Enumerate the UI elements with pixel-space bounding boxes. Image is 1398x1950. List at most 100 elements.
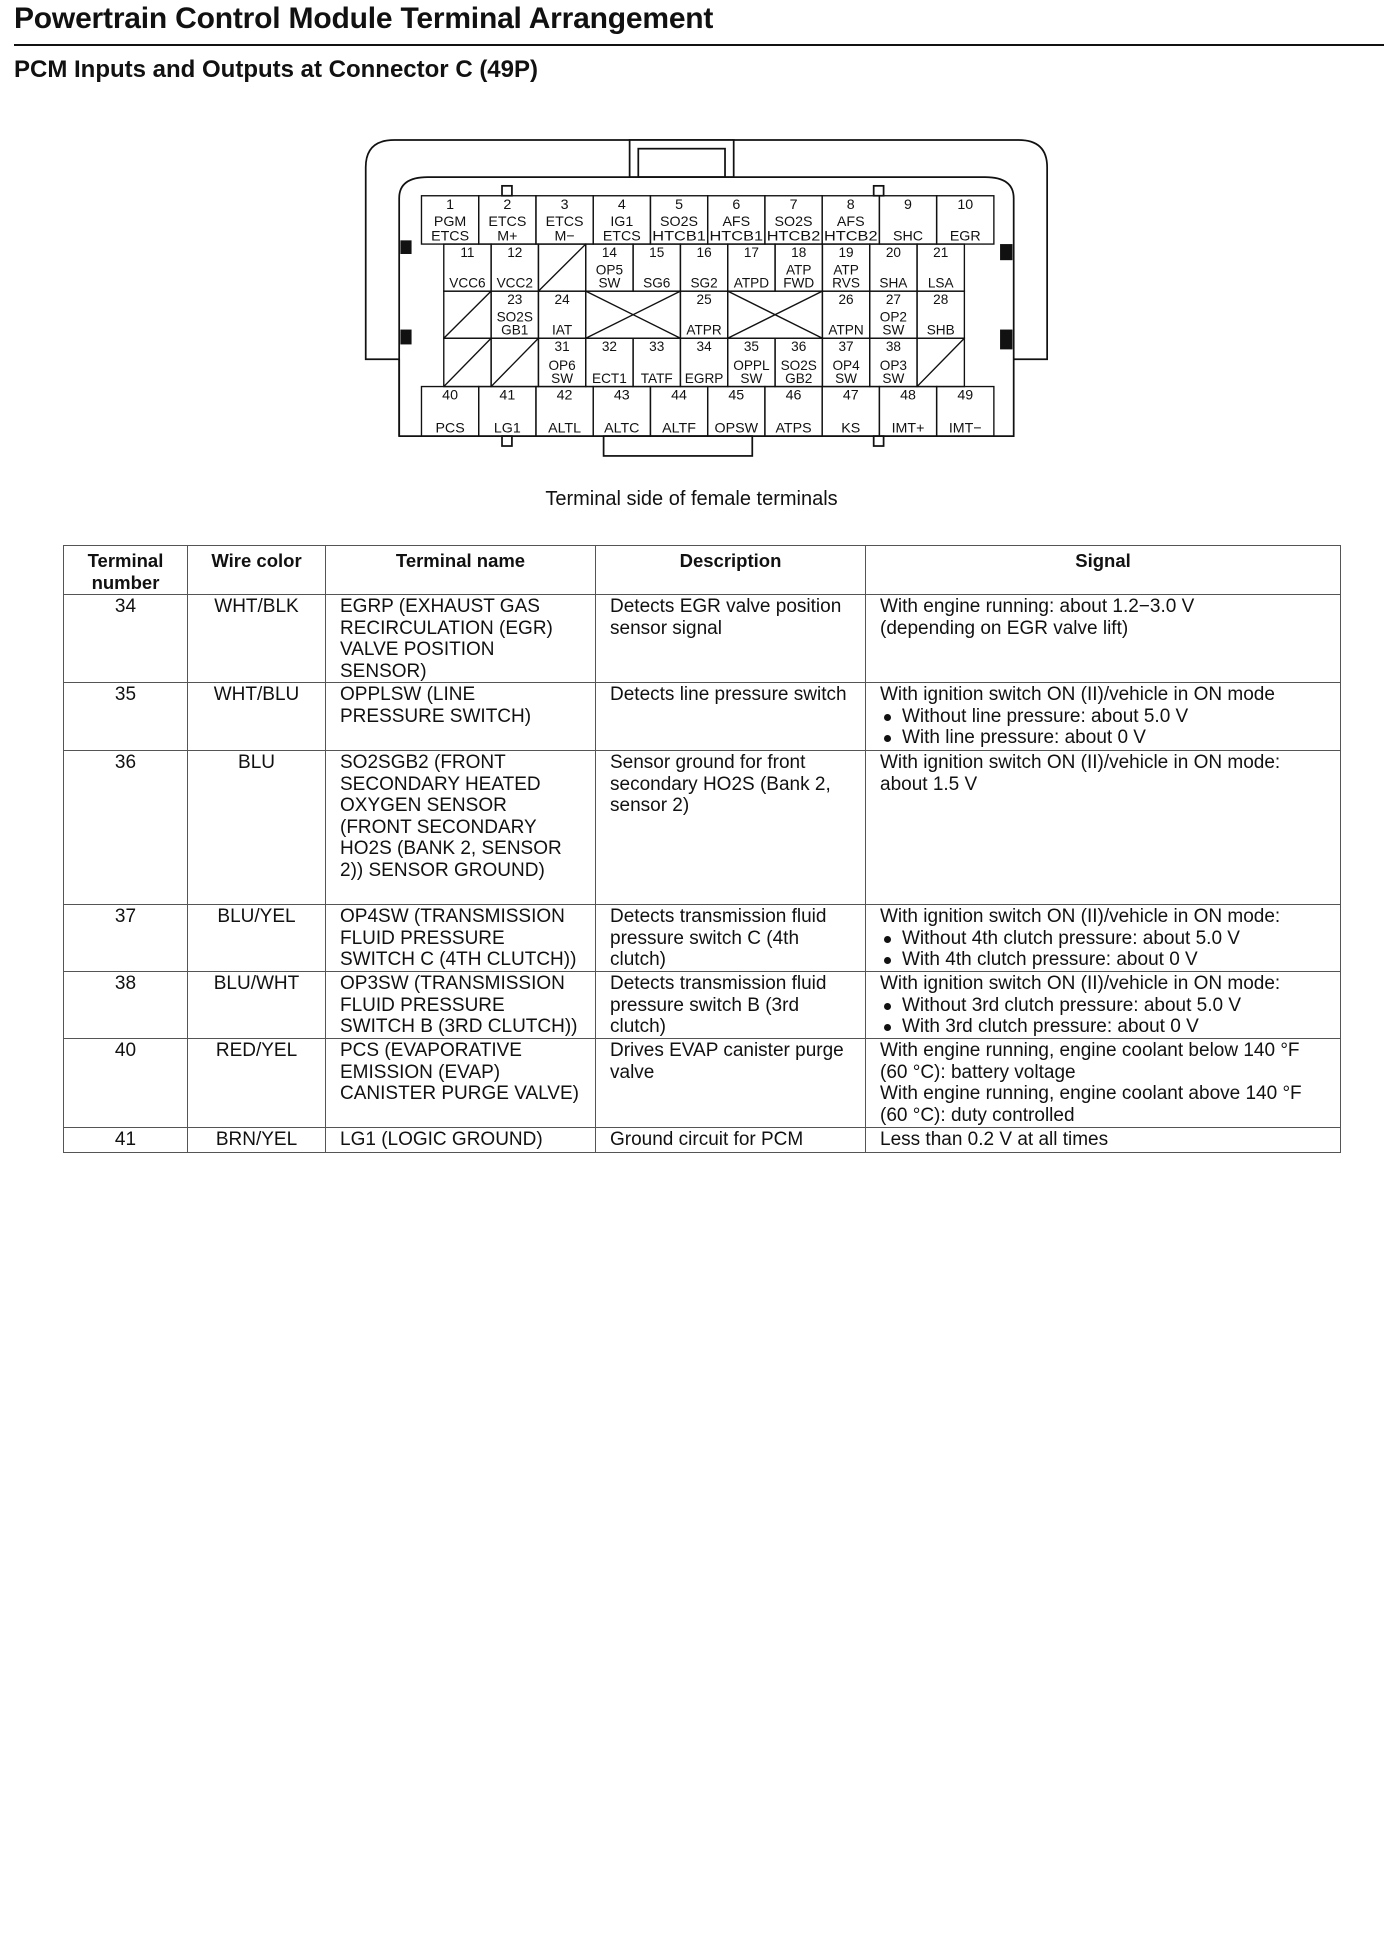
terminal-number-cell: 35 (63, 682, 188, 751)
terminal-label: ALTL (548, 420, 581, 436)
page-subtitle: PCM Inputs and Outputs at Connector C (4… (14, 56, 539, 83)
terminal-label: OPSW (715, 420, 759, 436)
terminal-label: LSA (928, 275, 955, 290)
blank-cavity-mark (916, 337, 965, 388)
terminal-label: OPPL (733, 358, 770, 373)
terminal-label: SO2S (781, 358, 817, 373)
terminal-number: 44 (671, 388, 687, 404)
terminal-number: 7 (790, 197, 798, 213)
terminal-label: RVS (832, 275, 860, 290)
terminal-number: 36 (791, 339, 806, 354)
description-cell: Detects transmission fluid pressure swit… (595, 904, 866, 972)
terminal-table: Terminal number Wire color Terminal name… (63, 545, 1341, 1153)
terminal-label: AFS (837, 214, 865, 230)
terminal-label: ECT1 (592, 371, 627, 386)
signal-text: Less than 0.2 V at all times (880, 1129, 1109, 1150)
terminal-label: HTCB2 (767, 228, 821, 244)
terminal-label: GB1 (501, 323, 528, 338)
table-header-row: Terminal number Wire color Terminal name… (63, 545, 1341, 595)
terminal-number: 15 (649, 245, 664, 260)
terminal-number: 46 (786, 388, 802, 404)
diagram-caption: Terminal side of female terminals (545, 488, 838, 510)
terminal-number-cell: 34 (63, 594, 188, 683)
terminal-number: 25 (697, 292, 712, 307)
table-row: 36 BLU SO2SGB2 (FRONT SECONDARY HEATED OXY… (63, 750, 1341, 905)
terminal-label: OP4 (832, 358, 860, 373)
terminal-label: SW (551, 371, 573, 386)
table-row: 40 RED/YEL PCS (EVAPORATIVE EMISSION (EVAP… (63, 1038, 1341, 1128)
header-wire-color: Wire color (187, 545, 326, 595)
signal-cell: Less than 0.2 V at all times (865, 1127, 1341, 1153)
terminal-label: ALTC (604, 420, 639, 436)
terminal-label: IAT (552, 323, 572, 338)
terminal-label: SW (835, 371, 857, 386)
terminal-label: IMT+ (892, 420, 925, 436)
terminal-label: EGR (950, 228, 981, 244)
blank-cavity-mark (443, 337, 492, 388)
terminal-label: EGRP (685, 371, 724, 386)
terminal-label: SHC (893, 228, 923, 244)
terminal-number: 26 (838, 292, 853, 307)
signal-text: With engine running: about 1.2−3.0 V (880, 596, 1195, 617)
terminal-label: ETCS (603, 228, 641, 244)
terminal-name-cell: PCS (EVAPORATIVE EMISSION (EVAP) CANISTE… (325, 1038, 596, 1128)
wire-color-cell: BLU/WHT (187, 971, 326, 1039)
terminal-label: ATPD (734, 275, 769, 290)
terminal-number: 4 (618, 197, 626, 213)
description-cell: Sensor ground for front secondary HO2S (… (595, 750, 866, 905)
signal-text: With ignition switch ON (II)/vehicle in … (880, 752, 1281, 773)
page-title: Powertrain Control Module Terminal Arran… (14, 2, 714, 35)
terminal-number: 9 (904, 197, 912, 213)
terminal-label: ATPS (775, 420, 811, 436)
terminal-number: 32 (602, 339, 617, 354)
terminal-label: SW (882, 371, 904, 386)
signal-text: about 1.5 V (880, 773, 978, 795)
terminal-name-cell: SO2SGB2 (FRONT SECONDARY HEATED OXYGEN S… (325, 750, 596, 905)
terminal-label: OP5 (596, 262, 623, 277)
header-terminal-name: Terminal name (325, 545, 596, 595)
signal-text: With ignition switch ON (II)/vehicle in … (880, 906, 1281, 927)
wire-color-cell: BRN/YEL (187, 1127, 326, 1153)
header-description: Description (595, 545, 866, 595)
signal-cell: With ignition switch ON (II)/vehicle in … (865, 971, 1341, 1039)
wire-color-cell: WHT/BLK (187, 594, 326, 683)
terminal-number: 16 (697, 245, 712, 260)
terminal-label: SG6 (643, 275, 670, 290)
terminal-label: AFS (722, 214, 750, 230)
wire-color-cell: WHT/BLU (187, 682, 326, 751)
terminal-number: 42 (557, 388, 573, 404)
terminal-name-cell: OP4SW (TRANSMISSION FLUID PRESSURE SWITC… (325, 904, 596, 972)
blank-cavity-mark (585, 290, 681, 339)
terminal-number: 23 (507, 292, 522, 307)
terminal-number: 41 (499, 388, 515, 404)
description-cell: Drives EVAP canister purge valve (595, 1038, 866, 1128)
signal-bullet: Without 3rd clutch pressure: about 5.0 V (880, 995, 1326, 1017)
terminal-label: HTCB2 (824, 228, 878, 244)
table-row: 34 WHT/BLK EGRP (EXHAUST GAS RECIRCULATION… (63, 594, 1341, 683)
wire-color-cell: BLU (187, 750, 326, 905)
terminal-label: ATPR (686, 323, 721, 338)
title-divider (14, 44, 1384, 46)
terminal-label: SO2S (660, 214, 698, 230)
terminal-label: SG2 (690, 275, 717, 290)
terminal-label: PGM (434, 214, 466, 230)
terminal-number-cell: 37 (63, 904, 188, 972)
terminal-number-cell: 36 (63, 750, 188, 905)
terminal-number: 24 (555, 292, 571, 307)
signal-cell: With ignition switch ON (II)/vehicle in … (865, 750, 1341, 905)
terminal-number: 21 (933, 245, 948, 260)
signal-bullet: Without 4th clutch pressure: about 5.0 V (880, 928, 1326, 950)
terminal-label: ALTF (662, 420, 696, 436)
terminal-label: SW (598, 275, 620, 290)
terminal-label: OP6 (548, 358, 575, 373)
table-row: 35 WHT/BLU OPPLSW (LINE PRESSURE SWITCH) De… (63, 682, 1341, 751)
terminal-number: 3 (561, 197, 569, 213)
terminal-number-cell: 41 (63, 1127, 188, 1153)
terminal-grid: 1PGMETCS2ETCSM+3ETCSM−4IG1ETCS5SO2SHTCB1… (420, 195, 995, 437)
terminal-number: 28 (933, 292, 948, 307)
terminal-number: 12 (507, 245, 522, 260)
terminal-label: OP3 (880, 358, 907, 373)
terminal-number: 35 (744, 339, 759, 354)
terminal-number: 10 (957, 197, 973, 213)
terminal-number: 27 (886, 292, 901, 307)
